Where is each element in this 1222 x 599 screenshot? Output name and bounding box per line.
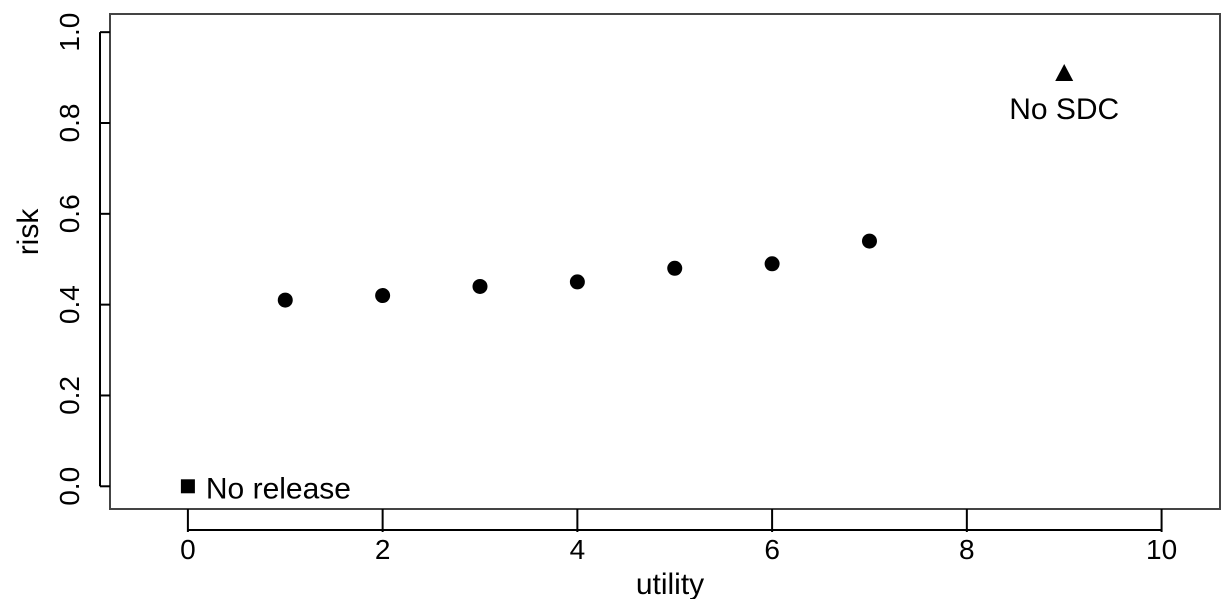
x-tick-label: 6: [764, 534, 780, 565]
labels-group: utility risk No release No SDC: [12, 93, 1119, 599]
plot-frame: [109, 13, 1221, 510]
y-axis-title: risk: [12, 208, 45, 256]
data-point: [375, 288, 391, 304]
marks-group: [180, 64, 1074, 494]
x-tick-label: 4: [570, 534, 586, 565]
y-tick-label: 0.0: [54, 467, 85, 506]
x-tick-label: 0: [180, 534, 196, 565]
x-tick-label: 2: [375, 534, 391, 565]
no-sdc-label: No SDC: [1009, 93, 1119, 126]
y-tick-label: 0.4: [54, 285, 85, 324]
data-point: [861, 233, 877, 249]
y-tick-label: 0.2: [54, 376, 85, 415]
data-point: [667, 260, 683, 276]
axes-group: [99, 13, 1221, 531]
y-tick-label: 1.0: [54, 13, 85, 52]
y-tick-label: 0.8: [54, 104, 85, 143]
y-tick-label: 0.6: [54, 194, 85, 233]
x-tick-label: 8: [959, 534, 975, 565]
data-point: [764, 256, 780, 272]
data-point: [569, 274, 585, 290]
data-point: [472, 278, 488, 294]
no-sdc-point: [1055, 64, 1074, 82]
data-point: [277, 292, 293, 308]
no-release-point: [180, 479, 195, 494]
x-tick-label: 10: [1146, 534, 1177, 565]
x-axis-title: utility: [636, 568, 704, 599]
ticks-group: 0 2 4 6 8 10 0.0 0.2 0.4 0.6 0.8 1.0: [54, 13, 1177, 565]
no-release-label: No release: [206, 472, 351, 505]
